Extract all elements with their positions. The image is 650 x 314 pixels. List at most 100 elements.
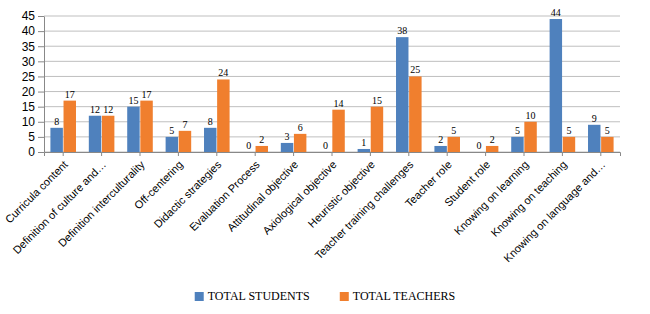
y-axis-line bbox=[44, 17, 45, 153]
data-label: 25 bbox=[410, 64, 420, 75]
bar bbox=[166, 137, 178, 152]
data-labels: 8121558030138205449171217724261415255210… bbox=[54, 7, 610, 151]
x-tick-label: Evaluation Process bbox=[187, 158, 262, 233]
y-tick: 30 bbox=[22, 55, 44, 69]
y-tick-label: 30 bbox=[22, 55, 36, 69]
y-tick-label: 5 bbox=[28, 130, 35, 144]
y-tick-label: 20 bbox=[22, 85, 36, 99]
x-tick: Teacher training challenges bbox=[312, 152, 416, 261]
y-tick-label: 25 bbox=[22, 70, 36, 84]
y-tick: 0 bbox=[28, 145, 44, 159]
x-tick-label: Knowing on teaching bbox=[488, 158, 569, 239]
bar bbox=[204, 128, 216, 152]
legend-item: TOTAL STUDENTS bbox=[195, 289, 310, 303]
legend: TOTAL STUDENTS TOTAL TEACHERS bbox=[195, 289, 456, 303]
x-tick-mark bbox=[562, 152, 563, 156]
x-tick-mark bbox=[140, 152, 141, 156]
y-axis: 051015202530354045 bbox=[22, 9, 45, 159]
bar bbox=[89, 116, 101, 152]
data-label: 6 bbox=[298, 122, 303, 133]
x-tick-mark bbox=[255, 152, 256, 156]
grid bbox=[44, 16, 620, 152]
grid-line bbox=[44, 76, 620, 77]
bar bbox=[127, 107, 139, 152]
data-label: 5 bbox=[515, 125, 520, 136]
x-tick-mark bbox=[101, 152, 102, 156]
y-tick-mark bbox=[38, 31, 44, 32]
series-bars bbox=[50, 19, 600, 152]
bar bbox=[294, 134, 306, 152]
x-tick-label: Didactic strategies bbox=[151, 158, 223, 230]
y-tick-mark bbox=[38, 46, 44, 47]
x-tick-mark bbox=[63, 152, 64, 156]
y-tick: 10 bbox=[22, 115, 44, 129]
bar bbox=[434, 146, 446, 152]
bar bbox=[358, 149, 370, 152]
x-tick: Axiological objective bbox=[260, 152, 339, 237]
data-label: 12 bbox=[103, 104, 113, 115]
grid-line bbox=[44, 46, 620, 47]
bar bbox=[511, 137, 523, 152]
data-label: 15 bbox=[128, 95, 138, 106]
chart: 051015202530354045Curricula contentDefin… bbox=[0, 0, 650, 314]
y-tick: 20 bbox=[22, 85, 44, 99]
x-tick-label: Axiological objective bbox=[260, 158, 339, 237]
bar bbox=[319, 152, 331, 153]
bar bbox=[217, 79, 229, 152]
data-label: 2 bbox=[490, 134, 495, 145]
x-tick-mark bbox=[178, 152, 179, 156]
bar bbox=[242, 152, 254, 153]
x-tick-label: Knowing on language and… bbox=[501, 158, 607, 264]
x-tick-mark bbox=[370, 152, 371, 156]
legend-item: TOTAL TEACHERS bbox=[340, 289, 456, 303]
x-tick: Knowing on learning bbox=[452, 152, 531, 237]
data-label: 0 bbox=[323, 140, 328, 151]
y-tick-label: 45 bbox=[22, 9, 36, 23]
grid-line bbox=[44, 91, 620, 92]
bar bbox=[281, 143, 293, 152]
y-tick-mark bbox=[38, 137, 44, 138]
bar bbox=[396, 37, 408, 152]
bar bbox=[409, 76, 421, 152]
x-tick-mark bbox=[600, 152, 601, 156]
x-tick-mark bbox=[216, 152, 217, 156]
y-tick-label: 35 bbox=[22, 40, 36, 54]
bar bbox=[524, 122, 536, 152]
bar bbox=[550, 19, 562, 152]
y-tick: 45 bbox=[22, 9, 44, 23]
bars bbox=[50, 19, 613, 152]
y-tick: 15 bbox=[22, 100, 44, 114]
data-label: 7 bbox=[182, 119, 187, 130]
plot: 051015202530354045Curricula contentDefin… bbox=[3, 7, 621, 264]
bar bbox=[448, 137, 460, 152]
data-label: 5 bbox=[566, 125, 571, 136]
bar bbox=[601, 137, 613, 152]
x-tick: Knowing on teaching bbox=[488, 152, 569, 239]
data-label: 14 bbox=[334, 98, 344, 109]
grid-line bbox=[44, 61, 620, 62]
legend-swatch bbox=[340, 292, 349, 301]
data-label: 1 bbox=[361, 137, 366, 148]
x-tick: Heuristic objective bbox=[305, 152, 377, 230]
y-tick: 35 bbox=[22, 40, 44, 54]
data-label: 8 bbox=[54, 116, 59, 127]
x-tick: Attitudinal objective bbox=[225, 152, 301, 234]
bar bbox=[256, 146, 268, 152]
x-tick-label: Knowing on learning bbox=[452, 158, 531, 237]
bar bbox=[50, 128, 62, 152]
x-tick-label: Heuristic objective bbox=[305, 158, 377, 230]
data-label: 2 bbox=[438, 134, 443, 145]
bar bbox=[64, 101, 76, 152]
data-label: 8 bbox=[208, 116, 213, 127]
data-label: 15 bbox=[372, 95, 382, 106]
bar bbox=[179, 131, 191, 152]
x-tick: Knowing on language and… bbox=[501, 152, 607, 264]
x-tick-mark bbox=[332, 152, 333, 156]
y-tick-mark bbox=[38, 92, 44, 93]
x-tick-mark bbox=[293, 152, 294, 156]
x-axis: Curricula contentDefinition of culture a… bbox=[3, 152, 621, 264]
y-tick-mark bbox=[38, 16, 44, 17]
series-bars bbox=[64, 76, 614, 152]
data-label: 3 bbox=[285, 131, 290, 142]
bar bbox=[102, 116, 114, 152]
